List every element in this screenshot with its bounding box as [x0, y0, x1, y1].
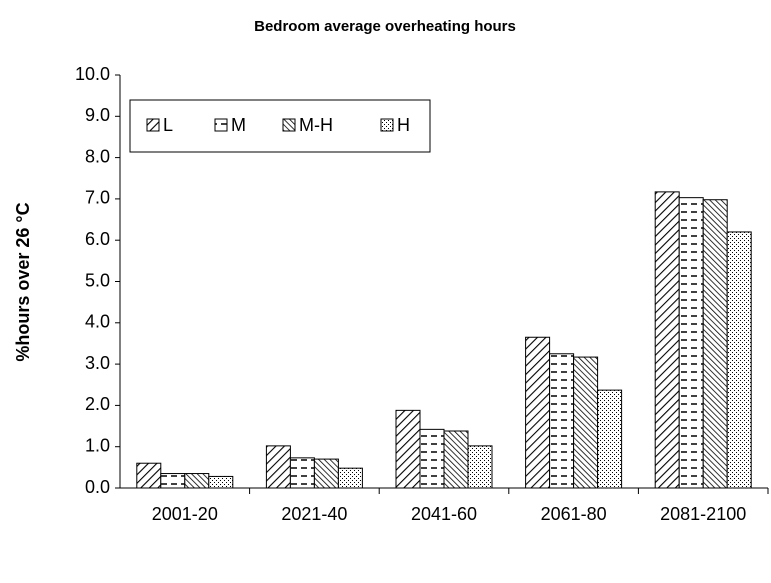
- y-tick-label: 10.0: [75, 64, 110, 84]
- y-tick-label: 7.0: [85, 188, 110, 208]
- x-tick-label: 2061-80: [541, 504, 607, 524]
- legend-swatch: [282, 118, 296, 132]
- bar: [726, 231, 752, 489]
- y-tick-label: 0.0: [85, 477, 110, 497]
- legend: L M M-H H: [129, 99, 431, 153]
- y-tick-label: 4.0: [85, 312, 110, 332]
- bar: [573, 356, 599, 489]
- y-tick-label: 2.0: [85, 394, 110, 414]
- bar: [549, 353, 575, 489]
- bar: [136, 462, 162, 489]
- x-tick-label: 2081-2100: [660, 504, 746, 524]
- bar: [597, 389, 623, 489]
- bar: [289, 457, 315, 489]
- legend-label: L: [163, 115, 173, 135]
- bar: [337, 467, 363, 489]
- bar: [395, 409, 421, 489]
- legend-label: H: [397, 115, 410, 135]
- legend-swatch: [214, 118, 228, 132]
- legend-label: M: [231, 115, 246, 135]
- x-tick-label: 2021-40: [281, 504, 347, 524]
- bar: [467, 445, 493, 489]
- y-axis-label: %hours over 26 °C: [13, 202, 33, 361]
- x-tick-label: 2001-20: [152, 504, 218, 524]
- x-tick-label: 2041-60: [411, 504, 477, 524]
- legend-label: M-H: [299, 115, 333, 135]
- bar: [678, 197, 704, 489]
- bar: [208, 475, 234, 489]
- y-tick-label: 5.0: [85, 270, 110, 290]
- bar: [313, 458, 339, 489]
- y-tick-label: 1.0: [85, 435, 110, 455]
- bar: [443, 430, 469, 489]
- bar: [160, 473, 186, 489]
- y-tick-label: 8.0: [85, 146, 110, 166]
- bar: [419, 428, 445, 489]
- bar: [702, 199, 728, 489]
- legend-swatch: [380, 118, 394, 132]
- bar: [654, 191, 680, 489]
- y-tick-label: 3.0: [85, 353, 110, 373]
- legend-swatch: [146, 118, 160, 132]
- chart-title: Bedroom average overheating hours: [254, 18, 516, 35]
- bar: [265, 445, 291, 489]
- y-tick-label: 9.0: [85, 105, 110, 125]
- y-tick-label: 6.0: [85, 229, 110, 249]
- bar: [184, 473, 210, 489]
- bar: [525, 336, 551, 489]
- legend-box: [129, 99, 431, 153]
